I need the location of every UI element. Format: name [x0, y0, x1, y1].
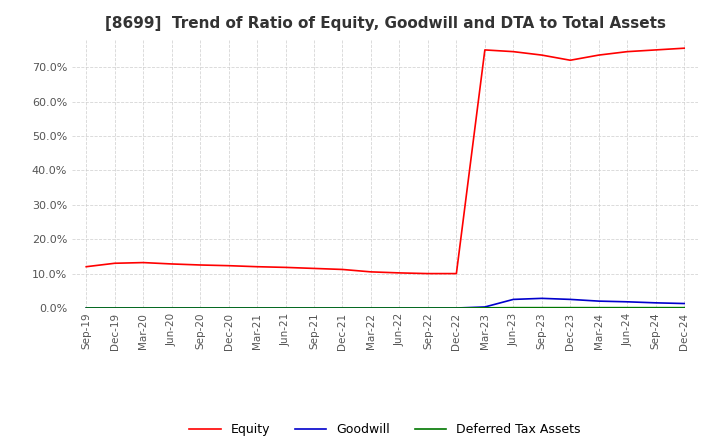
Equity: [452, 271, 461, 276]
Goodwill: [509, 297, 518, 302]
Deferred Tax Assets: [282, 305, 290, 311]
Equity: [509, 49, 518, 54]
Deferred Tax Assets: [566, 305, 575, 310]
Equity: [139, 260, 148, 265]
Deferred Tax Assets: [652, 305, 660, 310]
Goodwill: [480, 304, 489, 310]
Deferred Tax Assets: [225, 305, 233, 311]
Equity: [395, 270, 404, 275]
Deferred Tax Assets: [310, 305, 318, 311]
Goodwill: [167, 305, 176, 311]
Equity: [652, 47, 660, 52]
Equity: [423, 271, 432, 276]
Equity: [338, 267, 347, 272]
Deferred Tax Assets: [253, 305, 261, 311]
Goodwill: [680, 301, 688, 306]
Equity: [480, 47, 489, 52]
Deferred Tax Assets: [680, 305, 688, 310]
Deferred Tax Assets: [595, 305, 603, 310]
Goodwill: [623, 299, 631, 304]
Title: [8699]  Trend of Ratio of Equity, Goodwill and DTA to Total Assets: [8699] Trend of Ratio of Equity, Goodwil…: [104, 16, 666, 32]
Goodwill: [82, 305, 91, 311]
Line: Goodwill: Goodwill: [86, 298, 684, 308]
Equity: [310, 266, 318, 271]
Goodwill: [196, 305, 204, 311]
Line: Equity: Equity: [86, 48, 684, 274]
Goodwill: [395, 305, 404, 311]
Equity: [253, 264, 261, 269]
Goodwill: [253, 305, 261, 311]
Goodwill: [225, 305, 233, 311]
Equity: [225, 263, 233, 268]
Deferred Tax Assets: [452, 305, 461, 311]
Deferred Tax Assets: [196, 305, 204, 311]
Goodwill: [282, 305, 290, 311]
Goodwill: [139, 305, 148, 311]
Deferred Tax Assets: [167, 305, 176, 311]
Deferred Tax Assets: [366, 305, 375, 311]
Deferred Tax Assets: [338, 305, 347, 311]
Equity: [282, 265, 290, 270]
Deferred Tax Assets: [110, 305, 119, 311]
Equity: [595, 52, 603, 58]
Goodwill: [366, 305, 375, 311]
Deferred Tax Assets: [480, 305, 489, 311]
Goodwill: [110, 305, 119, 311]
Equity: [82, 264, 91, 269]
Deferred Tax Assets: [623, 305, 631, 310]
Equity: [167, 261, 176, 267]
Deferred Tax Assets: [82, 305, 91, 311]
Goodwill: [452, 305, 461, 311]
Equity: [110, 260, 119, 266]
Equity: [623, 49, 631, 54]
Deferred Tax Assets: [395, 305, 404, 311]
Equity: [566, 58, 575, 63]
Deferred Tax Assets: [537, 305, 546, 310]
Goodwill: [566, 297, 575, 302]
Goodwill: [652, 300, 660, 305]
Deferred Tax Assets: [509, 305, 518, 310]
Goodwill: [595, 298, 603, 304]
Legend: Equity, Goodwill, Deferred Tax Assets: Equity, Goodwill, Deferred Tax Assets: [184, 418, 586, 440]
Goodwill: [537, 296, 546, 301]
Equity: [196, 262, 204, 268]
Goodwill: [310, 305, 318, 311]
Equity: [680, 46, 688, 51]
Equity: [537, 52, 546, 58]
Deferred Tax Assets: [139, 305, 148, 311]
Equity: [366, 269, 375, 275]
Goodwill: [423, 305, 432, 311]
Deferred Tax Assets: [423, 305, 432, 311]
Goodwill: [338, 305, 347, 311]
